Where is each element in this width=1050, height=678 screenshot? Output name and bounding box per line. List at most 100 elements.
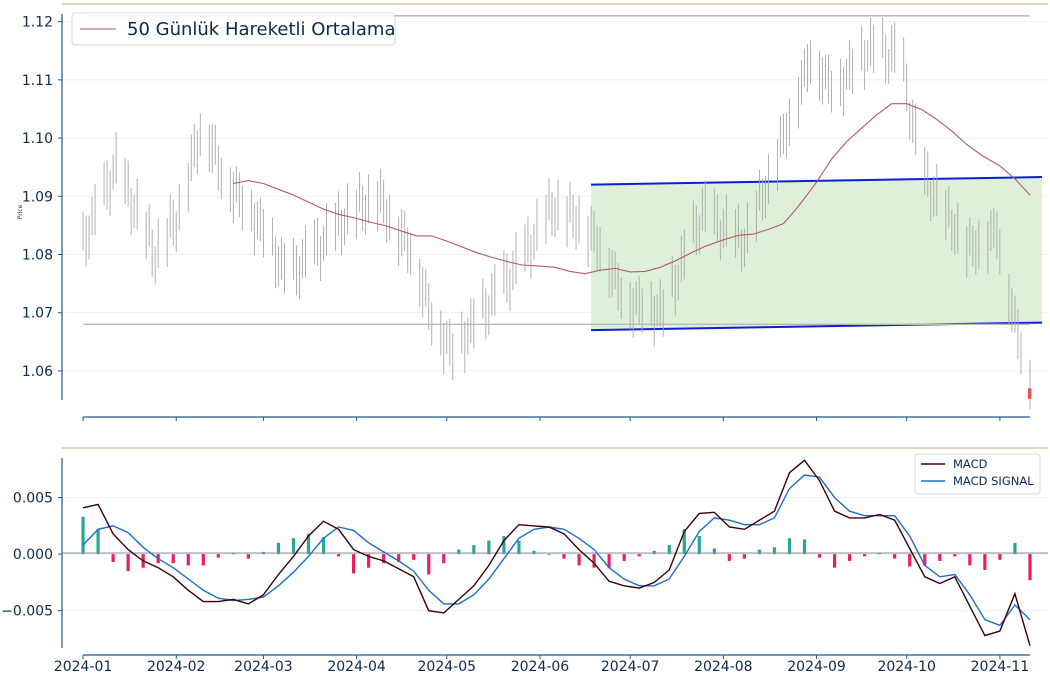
macd-xtick-label: 2024-08 bbox=[694, 659, 753, 675]
macd-histogram-bar bbox=[787, 538, 792, 555]
macd-histogram-bar bbox=[472, 545, 476, 555]
macd-histogram-bar bbox=[246, 554, 250, 559]
price-panel: 1.06 1.07 1.08 1.09 1.10 1.11 1.12 Price 50 Gü… bbox=[17, 3, 1048, 421]
macd-histogram-bar bbox=[697, 536, 701, 555]
price-ytick-label: 1.08 bbox=[22, 247, 53, 263]
macd-histogram-bar bbox=[607, 554, 611, 568]
macd-histogram-bar bbox=[772, 547, 777, 555]
last-candle bbox=[1027, 388, 1032, 399]
macd-grid bbox=[62, 497, 1048, 612]
macd-histogram-bar bbox=[742, 554, 746, 559]
macd-legend[interactable]: MACD MACD SIGNAL bbox=[914, 453, 1041, 495]
macd-histogram-bar bbox=[231, 553, 235, 555]
macd-histogram-bar bbox=[111, 554, 115, 563]
macd-histogram-bar bbox=[1028, 554, 1032, 581]
macd-histogram-bar bbox=[517, 540, 521, 555]
macd-histogram-bar bbox=[1013, 542, 1017, 555]
macd-histogram-bar bbox=[712, 548, 716, 555]
channel-fill bbox=[591, 177, 1042, 331]
macd-histogram-bar bbox=[457, 549, 461, 555]
macd-xtick-label: 2024-11 bbox=[971, 659, 1030, 675]
macd-histogram-bar bbox=[983, 554, 987, 570]
macd-histogram-bar bbox=[682, 529, 686, 555]
macd-histogram-bar bbox=[878, 553, 882, 555]
price-legend-box bbox=[71, 12, 396, 46]
macd-histogram-bar bbox=[998, 554, 1002, 560]
macd-histogram-bar bbox=[81, 516, 85, 555]
macd-histogram-bar bbox=[306, 533, 311, 555]
macd-xtick-label: 2024-09 bbox=[787, 659, 846, 675]
macd-histogram-bar bbox=[577, 554, 581, 566]
macd-histogram-bar bbox=[832, 554, 837, 568]
macd-histogram-bar bbox=[757, 549, 762, 555]
macd-histogram-bar bbox=[562, 554, 566, 559]
price-legend[interactable]: 50 Günlük Hareketli Ortalama bbox=[71, 12, 396, 46]
macd-histogram-bar bbox=[96, 529, 100, 555]
macd-histogram-bar bbox=[351, 554, 356, 574]
macd-xtick-label: 2024-06 bbox=[511, 659, 570, 675]
macd-histogram-bar bbox=[382, 554, 386, 564]
macd-histogram-bar bbox=[216, 554, 220, 558]
macd-histogram-bar bbox=[817, 554, 822, 558]
macd-histogram-bar bbox=[186, 554, 190, 566]
macd-histogram-bar bbox=[547, 554, 551, 555]
price-axes: 1.06 1.07 1.08 1.09 1.10 1.11 1.12 bbox=[22, 14, 1030, 421]
macd-histogram-bar bbox=[802, 539, 807, 555]
macd-legend-label: MACD bbox=[953, 457, 988, 471]
macd-histogram-bar bbox=[321, 537, 326, 555]
macd-histogram-bar bbox=[171, 554, 175, 564]
macd-histogram bbox=[81, 516, 1032, 581]
price-ytick-label: 1.12 bbox=[22, 15, 53, 31]
macd-histogram-bar bbox=[336, 554, 341, 557]
macd-xtick-label: 2024-01 bbox=[54, 659, 113, 675]
macd-histogram-bar bbox=[367, 554, 371, 568]
macd-xtick-label: 2024-05 bbox=[418, 659, 477, 675]
macd-histogram-bar bbox=[442, 554, 446, 564]
macd-histogram-bar bbox=[412, 554, 416, 560]
macd-histogram-bar bbox=[863, 554, 867, 557]
macd-xtick-label: 2024-04 bbox=[327, 659, 386, 675]
channel-upper-line bbox=[591, 176, 1043, 186]
price-candles bbox=[82, 17, 1032, 410]
macd-line bbox=[82, 459, 1031, 646]
macd-histogram-bar bbox=[923, 554, 927, 566]
macd-axes: −0.005 0.000 0.005 2024-01 2024-02 2024-03 202… bbox=[1, 458, 1030, 675]
ma-50-line bbox=[233, 103, 1031, 275]
macd-histogram-bar bbox=[667, 545, 671, 555]
price-ytick-label: 1.06 bbox=[22, 364, 53, 380]
price-grid bbox=[62, 21, 1048, 372]
macd-histogram-bar bbox=[427, 554, 431, 575]
macd-histogram-bar bbox=[487, 540, 491, 555]
macd-histogram-bar bbox=[532, 550, 536, 555]
macd-histogram-bar bbox=[953, 554, 957, 557]
macd-ytick-label: 0.000 bbox=[13, 547, 53, 563]
macd-legend-box bbox=[914, 453, 1041, 495]
macd-histogram-bar bbox=[276, 542, 281, 555]
macd-histogram-bar bbox=[592, 554, 596, 568]
signal-legend-label: MACD SIGNAL bbox=[953, 474, 1034, 488]
macd-histogram-bar bbox=[968, 554, 972, 566]
macd-xtick-label: 2024-03 bbox=[234, 659, 293, 675]
price-ytick-label: 1.07 bbox=[22, 306, 53, 322]
macd-histogram-bar bbox=[622, 554, 626, 561]
macd-histogram-bar bbox=[893, 554, 897, 559]
macd-histogram-bar bbox=[397, 554, 401, 563]
macd-histogram-bar bbox=[502, 536, 506, 555]
macd-ytick-label: −0.005 bbox=[1, 604, 53, 620]
macd-histogram-bar bbox=[727, 554, 731, 561]
macd-xtick-label: 2024-07 bbox=[601, 659, 660, 675]
macd-xtick-label: 2024-02 bbox=[147, 659, 206, 675]
price-channel bbox=[591, 176, 1043, 332]
macd-histogram-bar bbox=[938, 554, 942, 561]
macd-histogram-bar bbox=[291, 538, 296, 555]
price-ytick-label: 1.09 bbox=[22, 189, 53, 205]
price-ytick-label: 1.11 bbox=[22, 73, 53, 89]
macd-histogram-bar bbox=[126, 554, 130, 572]
macd-histogram-bar bbox=[201, 554, 205, 566]
price-ytick-label: 1.10 bbox=[22, 131, 53, 147]
macd-histogram-bar bbox=[652, 550, 656, 555]
price-ylabel: Price bbox=[17, 204, 24, 219]
ma-legend-label: 50 Günlük Hareketli Ortalama bbox=[127, 19, 395, 40]
macd-histogram-bar bbox=[847, 554, 852, 561]
macd-ytick-label: 0.005 bbox=[13, 491, 53, 507]
